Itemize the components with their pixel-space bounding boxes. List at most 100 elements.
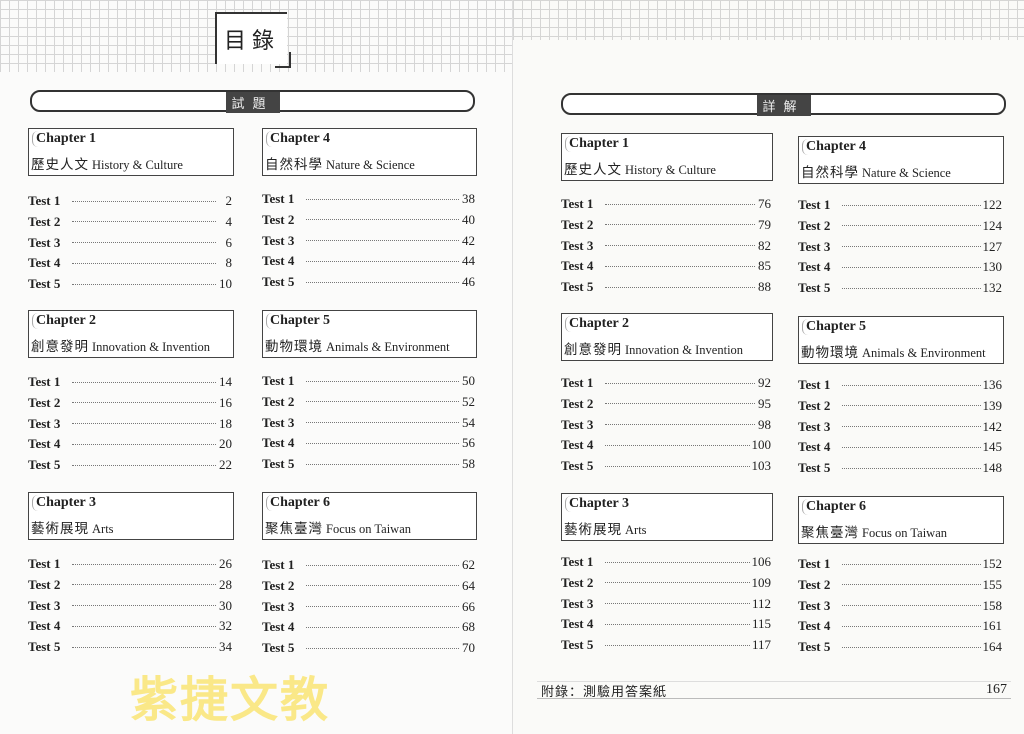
toc-entry[interactable]: Test 3 127 bbox=[798, 238, 1002, 256]
toc-entry[interactable]: Test 5 88 bbox=[561, 278, 771, 296]
toc-entry[interactable]: Test 2 52 bbox=[262, 393, 475, 411]
chapter-title-zh: 聚焦臺灣 bbox=[801, 525, 859, 541]
chapter-number: Chapter 1 bbox=[565, 136, 632, 152]
toc-entry[interactable]: Test 4 85 bbox=[561, 257, 771, 275]
toc-entry[interactable]: Test 4 100 bbox=[561, 436, 771, 454]
toc-entry[interactable]: Test 2 139 bbox=[798, 397, 1002, 415]
test-label: Test 4 bbox=[28, 618, 61, 634]
chapter-number: Chapter 6 bbox=[266, 495, 333, 511]
toc-entry[interactable]: Test 1 76 bbox=[561, 195, 771, 213]
page-number: 16 bbox=[219, 394, 232, 410]
dot-leader bbox=[72, 242, 216, 244]
toc-entry[interactable]: Test 3 142 bbox=[798, 418, 1002, 436]
toc-entry[interactable]: Test 4 8 bbox=[28, 254, 232, 272]
toc-entry[interactable]: Test 1 50 bbox=[262, 372, 475, 390]
test-label: Test 4 bbox=[262, 619, 295, 635]
toc-entry[interactable]: Test 4 115 bbox=[561, 615, 771, 633]
chapter-number: Chapter 2 bbox=[32, 313, 99, 329]
test-label: Test 1 bbox=[28, 556, 61, 571]
chapter-title-en: Nature & Science bbox=[862, 166, 951, 180]
dot-leader bbox=[306, 219, 459, 221]
section-bar: 試題 bbox=[30, 90, 475, 113]
page-number: 103 bbox=[751, 458, 772, 474]
toc-entry[interactable]: Test 5 132 bbox=[798, 279, 1002, 297]
toc-entry[interactable]: Test 2 95 bbox=[561, 395, 771, 413]
toc-entry[interactable]: Test 5 58 bbox=[262, 455, 475, 473]
toc-entry[interactable]: Test 2 64 bbox=[262, 577, 475, 595]
toc-entry[interactable]: Test 1 152 bbox=[798, 555, 1002, 573]
toc-entry[interactable]: Test 5 103 bbox=[561, 457, 771, 475]
toc-entry[interactable]: Test 4 130 bbox=[798, 258, 1002, 276]
toc-entry[interactable]: Test 1 122 bbox=[798, 196, 1002, 214]
toc-entry[interactable]: Test 2 28 bbox=[28, 576, 232, 594]
toc-entry[interactable]: Test 1 106 bbox=[561, 553, 771, 571]
toc-entry[interactable]: Test 5 70 bbox=[262, 639, 475, 657]
dot-leader bbox=[306, 380, 459, 382]
toc-entry[interactable]: Test 5 34 bbox=[28, 638, 232, 656]
toc-entry[interactable]: Test 1 136 bbox=[798, 376, 1002, 394]
chapter-header: Chapter 2 創意發明 Innovation & Invention bbox=[28, 310, 234, 358]
test-label: Test 5 bbox=[28, 457, 61, 473]
toc-entry[interactable]: Test 2 4 bbox=[28, 213, 232, 231]
toc-entry[interactable]: Test 4 44 bbox=[262, 252, 475, 270]
toc-entry[interactable]: Test 4 32 bbox=[28, 617, 232, 635]
toc-entry[interactable]: Test 3 30 bbox=[28, 597, 232, 615]
page-number: 46 bbox=[462, 274, 475, 290]
toc-entry[interactable]: Test 3 54 bbox=[262, 414, 475, 432]
chapter-title-zh: 歷史人文 bbox=[31, 157, 89, 173]
section-title: 詳解 bbox=[756, 95, 811, 116]
chapter-header: Chapter 1 歷史人文 History & Culture bbox=[561, 133, 773, 181]
page-number: 28 bbox=[219, 576, 232, 592]
dot-leader bbox=[306, 463, 459, 465]
test-label: Test 5 bbox=[561, 637, 594, 653]
toc-entry[interactable]: Test 5 10 bbox=[28, 275, 232, 293]
toc-entry[interactable]: Test 5 164 bbox=[798, 638, 1002, 656]
toc-entry[interactable]: Test 3 66 bbox=[262, 598, 475, 616]
toc-entry[interactable]: Test 5 46 bbox=[262, 273, 475, 291]
toc-entry[interactable]: Test 1 14 bbox=[28, 373, 232, 391]
toc-entry[interactable]: Test 2 124 bbox=[798, 217, 1002, 235]
toc-entry[interactable]: Test 3 18 bbox=[28, 415, 232, 433]
toc-entry[interactable]: Test 5 22 bbox=[28, 456, 232, 474]
toc-entry[interactable]: Test 1 62 bbox=[262, 556, 475, 574]
toc-entry[interactable]: Test 4 68 bbox=[262, 618, 475, 636]
page-number: 124 bbox=[982, 217, 1003, 233]
chapter-title-en: Innovation & Invention bbox=[625, 343, 744, 357]
dot-leader bbox=[72, 200, 216, 202]
test-label: Test 4 bbox=[561, 616, 594, 632]
toc-entry[interactable]: Test 2 79 bbox=[561, 216, 771, 234]
test-label: Test 1 bbox=[28, 374, 61, 389]
toc-entry[interactable]: Test 3 82 bbox=[561, 237, 771, 255]
toc-entry[interactable]: Test 1 26 bbox=[28, 555, 232, 573]
dot-leader bbox=[605, 603, 750, 605]
toc-entry[interactable]: Test 3 42 bbox=[262, 232, 475, 250]
dot-leader bbox=[605, 424, 755, 426]
toc-entry[interactable]: Test 3 112 bbox=[561, 595, 771, 613]
dot-leader bbox=[306, 422, 459, 424]
dot-leader bbox=[306, 626, 459, 628]
toc-entry[interactable]: Test 5 117 bbox=[561, 636, 771, 654]
toc-entry[interactable]: Test 4 145 bbox=[798, 438, 1002, 456]
toc-entry[interactable]: Test 4 56 bbox=[262, 434, 475, 452]
toc-entry[interactable]: Test 2 16 bbox=[28, 394, 232, 412]
toc-entry[interactable]: Test 5 148 bbox=[798, 459, 1002, 477]
page-number: 117 bbox=[751, 637, 771, 653]
chapter-header: Chapter 5 動物環境 Animals & Environment bbox=[798, 316, 1004, 364]
dot-leader bbox=[306, 585, 459, 587]
toc-entry[interactable]: Test 4 161 bbox=[798, 617, 1002, 635]
appendix-entry[interactable]: 附錄：測驗用答案紙 167 bbox=[537, 681, 1011, 700]
toc-entry[interactable]: Test 4 20 bbox=[28, 435, 232, 453]
test-label: Test 1 bbox=[262, 373, 295, 388]
toc-entry[interactable]: Test 3 6 bbox=[28, 234, 232, 252]
appendix-page: 167 bbox=[986, 682, 1007, 697]
toc-entry[interactable]: Test 2 109 bbox=[561, 574, 771, 592]
toc-entry[interactable]: Test 1 2 bbox=[28, 192, 232, 210]
toc-entry[interactable]: Test 1 92 bbox=[561, 374, 771, 392]
chapter-title-en: Animals & Environment bbox=[326, 340, 450, 354]
toc-entry[interactable]: Test 2 155 bbox=[798, 576, 1002, 594]
page-number: 136 bbox=[982, 377, 1003, 392]
toc-entry[interactable]: Test 2 40 bbox=[262, 211, 475, 229]
toc-entry[interactable]: Test 1 38 bbox=[262, 190, 475, 208]
toc-entry[interactable]: Test 3 158 bbox=[798, 597, 1002, 615]
toc-entry[interactable]: Test 3 98 bbox=[561, 416, 771, 434]
